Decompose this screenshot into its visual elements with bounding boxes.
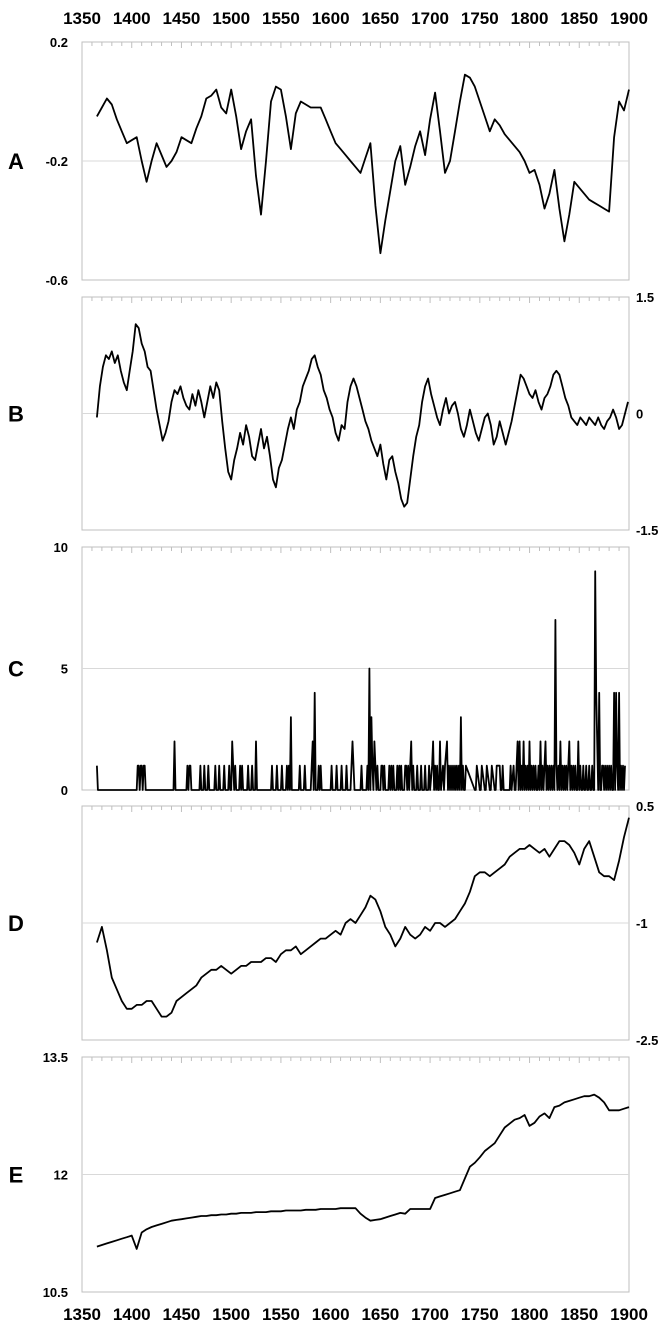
- x-tick-label: 1350: [63, 1305, 101, 1324]
- x-tick-label: 1700: [411, 1305, 449, 1324]
- y-tick-label: 5: [61, 662, 68, 677]
- y-tick-label: 13.5: [43, 1050, 68, 1065]
- x-tick-label: 1550: [262, 1305, 300, 1324]
- x-tick-label: 1650: [361, 9, 399, 28]
- panel-c: 10 5 0 C: [8, 540, 630, 798]
- x-tick-label: 1700: [411, 9, 449, 28]
- panel-label: D: [8, 911, 24, 936]
- series-line: [96, 817, 630, 1018]
- panels: 0.2 -0.2 -0.6 A 1.5 0 -1.5 B 10 5 0 C 0.5 -1 -2.5 D 13.5…: [8, 35, 658, 1300]
- y-tick-label: 10: [54, 540, 68, 555]
- series-line: [96, 570, 626, 791]
- x-tick-label: 1900: [610, 9, 648, 28]
- y-tick-label: 10.5: [43, 1285, 68, 1300]
- x-tick-label: 1450: [163, 9, 201, 28]
- bottom-year-axis: 1350 1400 1450 1500 1550 1600 1650 1700 1750 1800…: [63, 1305, 648, 1324]
- x-tick-label: 1500: [212, 1305, 250, 1324]
- x-tick-label: 1550: [262, 9, 300, 28]
- y-tick-label: -0.6: [46, 273, 68, 288]
- y-tick-label: 0.2: [50, 35, 68, 50]
- x-tick-label: 1600: [312, 1305, 350, 1324]
- y-tick-label: 12: [54, 1168, 68, 1183]
- x-tick-label: 1450: [163, 1305, 201, 1324]
- y-tick-label: 1.5: [636, 290, 654, 305]
- panel-label: E: [9, 1163, 24, 1188]
- x-tick-label: 1850: [560, 9, 598, 28]
- y-tick-label: 0.5: [636, 799, 654, 814]
- top-year-axis: 1350 1400 1450 1500 1550 1600 1650 1700 1750 1800…: [63, 9, 648, 28]
- x-tick-label: 1900: [610, 1305, 648, 1324]
- panel-label: B: [8, 402, 24, 427]
- panel-label: A: [8, 149, 24, 174]
- y-tick-label: -1.5: [636, 523, 658, 538]
- panel-d: 0.5 -1 -2.5 D: [8, 799, 658, 1048]
- y-tick-label: -0.2: [46, 154, 68, 169]
- x-tick-label: 1750: [461, 1305, 499, 1324]
- series-line: [96, 1093, 630, 1250]
- series-line: [96, 73, 630, 255]
- panel-e: 13.5 12 10.5 E: [9, 1050, 630, 1300]
- x-tick-label: 1500: [212, 9, 250, 28]
- x-tick-label: 1400: [113, 1305, 151, 1324]
- x-tick-label: 1650: [361, 1305, 399, 1324]
- x-tick-label: 1400: [113, 9, 151, 28]
- panel-b: 1.5 0 -1.5 B: [8, 290, 658, 538]
- series-line: [96, 323, 629, 508]
- y-tick-label: -1: [636, 916, 648, 931]
- x-tick-label: 1800: [511, 1305, 549, 1324]
- x-tick-label: 1350: [63, 9, 101, 28]
- x-tick-label: 1800: [511, 9, 549, 28]
- panel-label: C: [8, 657, 24, 682]
- y-tick-label: 0: [61, 783, 68, 798]
- x-tick-label: 1750: [461, 9, 499, 28]
- y-tick-label: 0: [636, 407, 643, 422]
- panel-a: 0.2 -0.2 -0.6 A: [8, 35, 630, 288]
- y-tick-label: -2.5: [636, 1033, 658, 1048]
- x-tick-label: 1850: [560, 1305, 598, 1324]
- x-tick-label: 1600: [312, 9, 350, 28]
